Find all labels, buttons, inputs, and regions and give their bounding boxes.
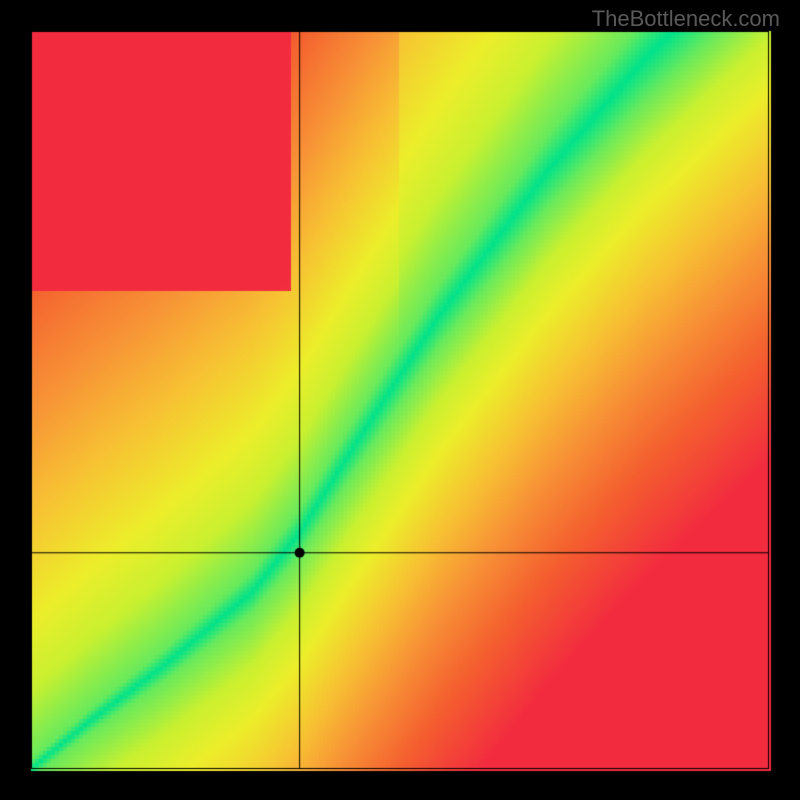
chart-container: TheBottleneck.com <box>0 0 800 800</box>
watermark-text: TheBottleneck.com <box>592 6 780 32</box>
bottleneck-heatmap <box>0 0 800 800</box>
